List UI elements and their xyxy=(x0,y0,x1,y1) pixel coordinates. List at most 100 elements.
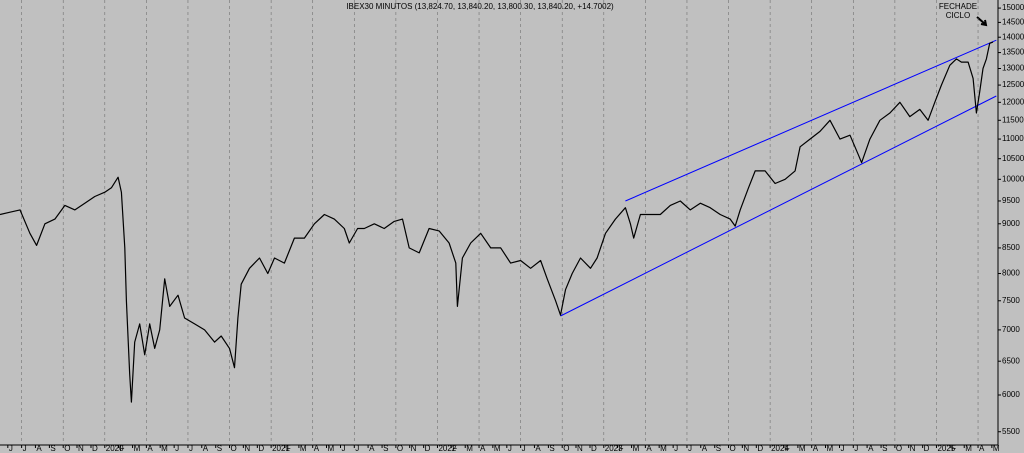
x-tick-label: S xyxy=(716,444,721,453)
x-tick-label: S xyxy=(217,444,222,453)
x-tick-label: F xyxy=(951,444,956,453)
y-tick-label: 9500 xyxy=(1002,196,1020,205)
x-tick-label: M xyxy=(161,444,168,453)
x-tick-label: O xyxy=(896,444,902,453)
x-tick-label: F xyxy=(452,444,457,453)
x-tick-label: 2024 xyxy=(771,444,789,453)
x-tick-label: O xyxy=(64,444,70,453)
x-tick-label: J xyxy=(674,444,678,453)
x-tick-label: F xyxy=(286,444,291,453)
x-tick-label: M xyxy=(633,444,640,453)
x-tick-label: A xyxy=(36,444,42,453)
x-tick-label: S xyxy=(882,444,887,453)
trendline xyxy=(560,95,997,317)
x-tick-label: M xyxy=(134,444,141,453)
x-tick-label: M xyxy=(466,444,473,453)
y-tick-label: 7000 xyxy=(1002,325,1020,334)
trendline xyxy=(625,39,997,202)
y-tick-label: 5500 xyxy=(1002,427,1020,436)
x-tick-label: J xyxy=(9,444,13,453)
y-tick-label: 14000 xyxy=(1002,32,1024,41)
x-tick-label: O xyxy=(563,444,569,453)
x-tick-label: A xyxy=(868,444,874,453)
x-tick-label: N xyxy=(78,444,84,453)
x-tick-label: J xyxy=(189,444,193,453)
y-tick-label: 14500 xyxy=(1002,18,1024,27)
x-tick-label: M xyxy=(827,444,834,453)
y-tick-label: 8500 xyxy=(1002,243,1020,252)
x-tick-label: N xyxy=(910,444,916,453)
x-tick-label: M xyxy=(993,444,1000,453)
y-tick-label: 11500 xyxy=(1002,115,1024,124)
x-tick-label: J xyxy=(840,444,844,453)
x-tick-label: J xyxy=(341,444,345,453)
x-tick-label: F xyxy=(120,444,125,453)
annotation: CICLO xyxy=(946,11,970,20)
x-tick-label: N xyxy=(577,444,583,453)
y-tick-label: 6000 xyxy=(1002,390,1020,399)
x-tick-label: J xyxy=(175,444,179,453)
x-tick-label: D xyxy=(425,444,431,453)
x-tick-label: J xyxy=(688,444,692,453)
x-tick-label: A xyxy=(979,444,985,453)
x-tick-label: N xyxy=(411,444,417,453)
x-tick-label: 2020 xyxy=(106,444,124,453)
price-line xyxy=(0,41,994,403)
x-tick-label: 2022 xyxy=(438,444,456,453)
x-tick-label: J xyxy=(508,444,512,453)
x-tick-label: A xyxy=(314,444,320,453)
x-tick-label: J xyxy=(355,444,359,453)
x-tick-label: O xyxy=(730,444,736,453)
x-tick-label: J xyxy=(522,444,526,453)
y-tick-label: 13000 xyxy=(1002,64,1024,73)
x-tick-label: A xyxy=(203,444,209,453)
x-tick-label: M xyxy=(799,444,806,453)
y-tick-label: 10000 xyxy=(1002,174,1024,183)
x-tick-label: S xyxy=(50,444,55,453)
y-tick-label: 12500 xyxy=(1002,80,1024,89)
x-tick-label: M xyxy=(965,444,972,453)
x-tick-label: S xyxy=(549,444,554,453)
y-tick-label: 12000 xyxy=(1002,97,1024,106)
x-tick-label: F xyxy=(619,444,624,453)
x-tick-label: 2025 xyxy=(937,444,955,453)
x-tick-label: D xyxy=(258,444,264,453)
x-tick-label: D xyxy=(92,444,98,453)
x-tick-label: D xyxy=(924,444,930,453)
x-tick-label: O xyxy=(231,444,237,453)
x-tick-label: N xyxy=(743,444,749,453)
x-tick-label: A xyxy=(535,444,541,453)
x-tick-label: F xyxy=(785,444,790,453)
x-tick-label: A xyxy=(702,444,708,453)
y-tick-label: 10500 xyxy=(1002,154,1024,163)
x-tick-label: M xyxy=(494,444,501,453)
x-tick-label: A xyxy=(147,444,153,453)
x-tick-label: N xyxy=(244,444,250,453)
x-tick-label: M xyxy=(300,444,307,453)
x-tick-label: S xyxy=(383,444,388,453)
y-tick-label: 11000 xyxy=(1002,134,1024,143)
chart-title: IBEX30 MINUTOS (13,824.70, 13,840.20, 13… xyxy=(346,2,614,11)
x-tick-label: D xyxy=(757,444,763,453)
y-tick-label: 13500 xyxy=(1002,48,1024,57)
x-tick-label: 2023 xyxy=(605,444,623,453)
x-tick-label: J xyxy=(854,444,858,453)
y-tick-label: 6500 xyxy=(1002,356,1020,365)
x-tick-label: M xyxy=(328,444,335,453)
x-tick-label: A xyxy=(369,444,375,453)
x-tick-label: 2021 xyxy=(272,444,290,453)
x-tick-label: M xyxy=(660,444,667,453)
x-tick-label: A xyxy=(480,444,486,453)
y-tick-label: 7500 xyxy=(1002,296,1020,305)
annotation: FECHADE xyxy=(939,2,977,11)
y-tick-label: 8000 xyxy=(1002,269,1020,278)
y-tick-label: 15000 xyxy=(1002,3,1024,12)
y-tick-label: 9000 xyxy=(1002,219,1020,228)
x-tick-label: J xyxy=(23,444,27,453)
x-tick-label: A xyxy=(813,444,819,453)
x-tick-label: A xyxy=(646,444,652,453)
x-tick-label: D xyxy=(591,444,597,453)
